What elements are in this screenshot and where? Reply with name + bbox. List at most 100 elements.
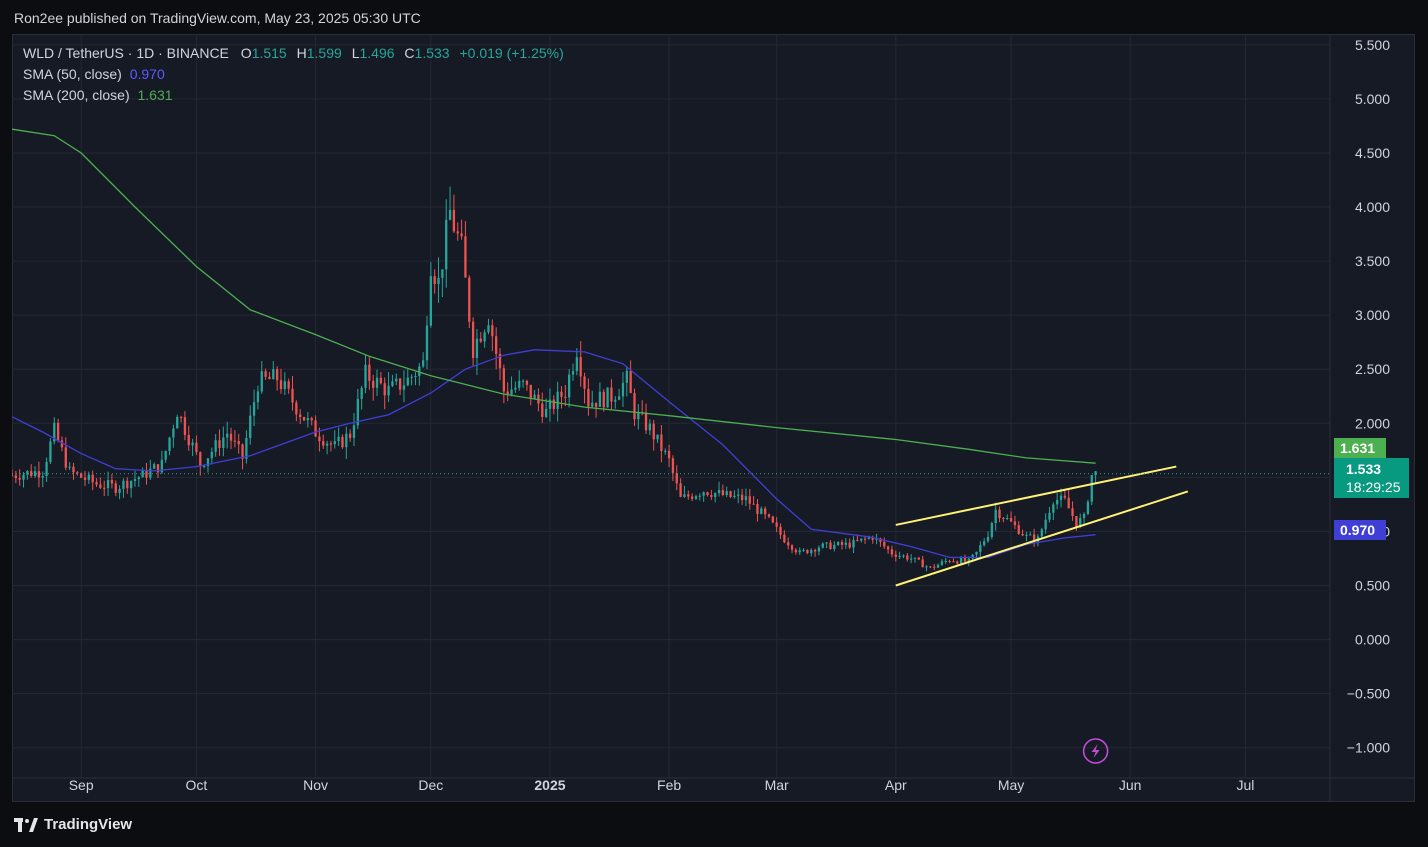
candle-body [87, 474, 91, 480]
candle [256, 385, 260, 410]
legend-sma200-row[interactable]: SMA (200, close) 1.631 [23, 87, 173, 103]
candle [491, 319, 494, 352]
candle [133, 470, 137, 487]
candle-body [852, 539, 855, 548]
x-tick-label: 2025 [534, 777, 565, 793]
candle [68, 462, 71, 471]
candle-body [337, 436, 340, 442]
candle-body [979, 545, 982, 552]
candle [495, 327, 498, 370]
candle-body [568, 374, 571, 398]
candle-body [963, 557, 967, 562]
candle [767, 513, 771, 519]
candle [833, 541, 836, 552]
candle [1071, 501, 1074, 521]
candle-body [310, 418, 313, 421]
candle-body [483, 332, 486, 342]
x-tick-label: Jun [1119, 777, 1142, 793]
price-chart[interactable]: 5.500 5.000 4.500 4.000 3.500 3.000 2.500 2.000… [12, 34, 1415, 802]
candle-body [644, 412, 648, 431]
candle-body [26, 470, 29, 475]
candle-body [971, 554, 974, 559]
candle-body [41, 476, 44, 478]
candle [368, 356, 371, 390]
candle [629, 360, 632, 394]
candle-body [260, 371, 263, 392]
candle-body [863, 538, 867, 540]
candle [295, 400, 298, 422]
candle-body [752, 503, 755, 505]
candle-body [933, 566, 936, 568]
candle-body [295, 402, 298, 415]
candle-body [222, 437, 225, 448]
candle-body [287, 381, 290, 389]
candle [610, 379, 613, 411]
candle [383, 377, 386, 410]
candle [963, 554, 967, 563]
candle-body [502, 368, 506, 392]
candle [14, 470, 17, 484]
candle [940, 559, 944, 566]
candle-body [656, 434, 659, 440]
candle-body [564, 396, 567, 398]
candle-body [794, 549, 798, 553]
candle-body [1079, 518, 1082, 527]
candle [710, 489, 713, 500]
candle [687, 490, 690, 500]
candle-body [425, 325, 429, 361]
indicator-lines [12, 128, 1330, 764]
candle-body [256, 391, 260, 403]
candle-body [579, 357, 582, 377]
candle [802, 548, 805, 552]
candle [1052, 502, 1055, 521]
x-tick-label: Apr [885, 777, 907, 793]
candle-body [844, 542, 847, 545]
candle [779, 523, 782, 539]
candle-body [106, 480, 110, 488]
candle-body [652, 423, 655, 440]
candle [1013, 515, 1017, 530]
ohlc-low: 1.496 [359, 45, 395, 61]
candle-body [1094, 471, 1097, 476]
candle-body [802, 549, 805, 551]
candle [279, 368, 283, 394]
candle [214, 434, 217, 457]
candle-body [1032, 534, 1036, 542]
candle-body [902, 555, 905, 557]
candle-body [556, 391, 559, 409]
candle [748, 488, 751, 510]
candle-body [929, 566, 932, 568]
candle-body [986, 536, 990, 542]
candle-body [72, 466, 75, 473]
candle [564, 384, 567, 406]
candle-body [22, 474, 25, 480]
candle [372, 374, 375, 401]
candle-body [64, 447, 67, 468]
candle-body [648, 423, 652, 431]
candle-body [118, 488, 121, 493]
candle-body [748, 496, 751, 504]
candle-body [936, 564, 940, 568]
candle-body [848, 542, 851, 548]
candle [445, 199, 448, 288]
x-tick-label: Nov [303, 777, 328, 793]
candle [956, 560, 959, 565]
candle-body [272, 369, 275, 380]
candle-body [733, 495, 736, 498]
candle [206, 457, 210, 473]
candle-body [1025, 534, 1028, 536]
y-tick-label: −1.000 [1347, 740, 1390, 756]
candle-body [49, 441, 52, 463]
candle-body [1090, 475, 1093, 502]
legend-sma50-row[interactable]: SMA (50, close) 0.970 [23, 66, 165, 82]
candle-body [552, 399, 555, 409]
candle-body [18, 478, 21, 480]
candle [683, 485, 686, 498]
candle [60, 436, 64, 452]
candle-body [172, 428, 175, 438]
candle-body [406, 377, 409, 386]
candle-body [1082, 513, 1086, 519]
y-tick-label: 0.500 [1355, 578, 1390, 594]
candle [521, 379, 525, 388]
candle [1021, 529, 1024, 537]
